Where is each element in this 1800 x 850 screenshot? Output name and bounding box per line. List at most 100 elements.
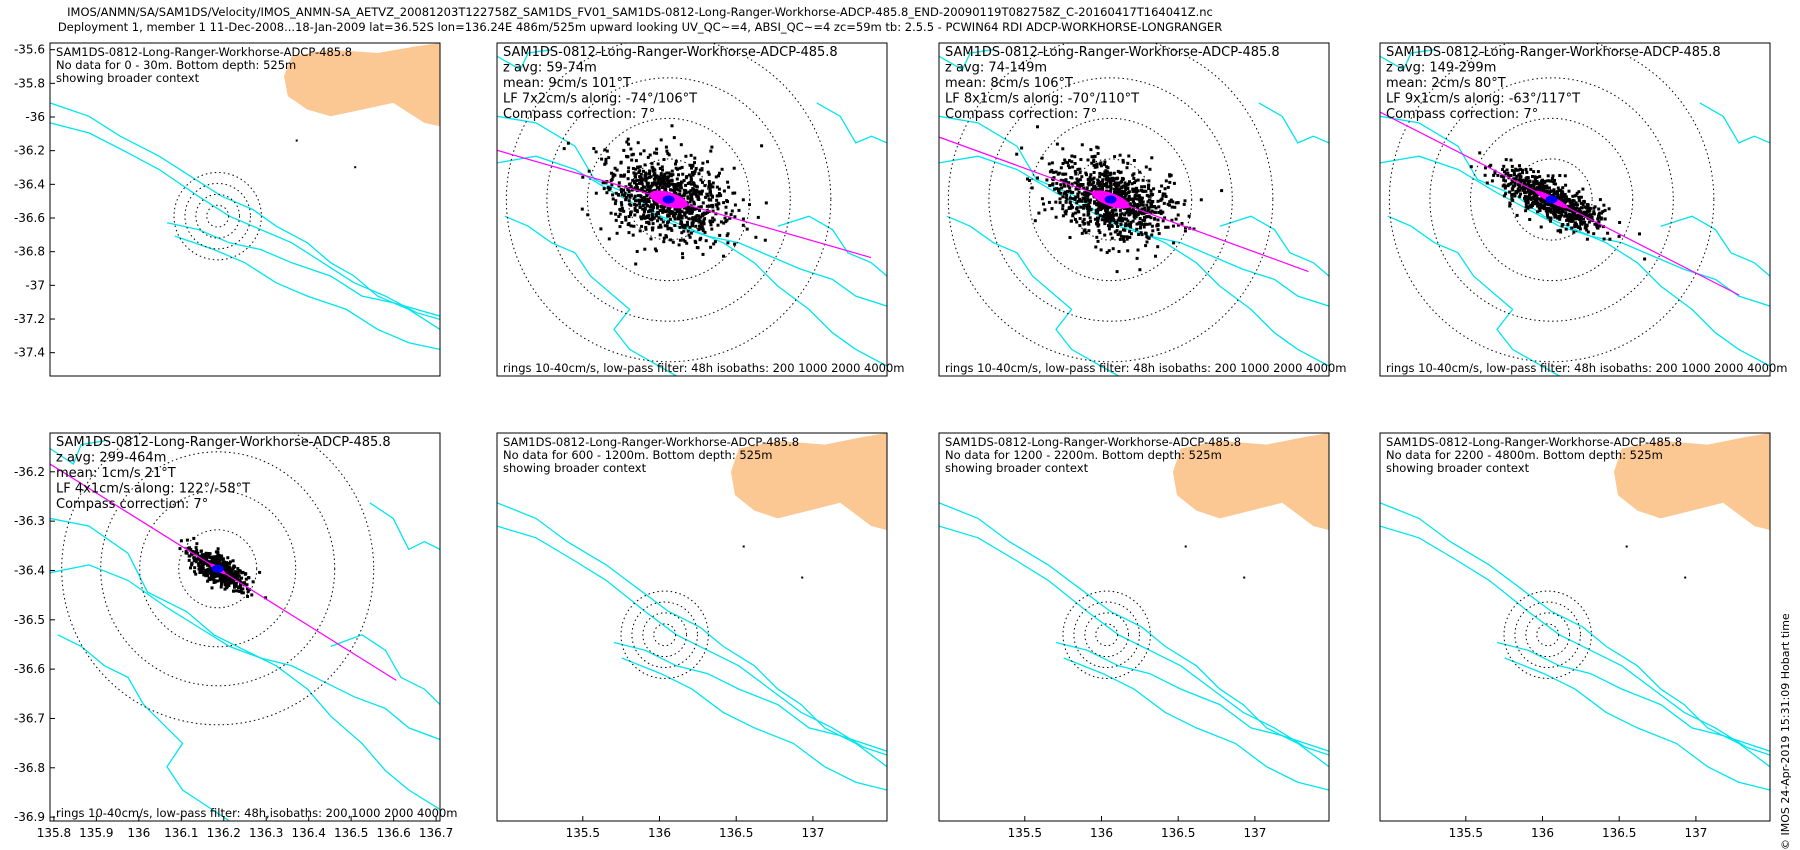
scatter-point	[213, 572, 217, 576]
scatter-point	[1061, 172, 1065, 176]
scatter-point	[251, 580, 255, 584]
scatter-point	[698, 192, 702, 196]
scatter-point	[1585, 203, 1589, 206]
scatter-point	[681, 252, 684, 256]
scatter-point	[1123, 190, 1127, 194]
scatter-point	[652, 216, 656, 220]
scatter-point	[212, 555, 216, 559]
panel-plot-area	[497, 433, 887, 791]
scatter-point	[1542, 188, 1546, 192]
scatter-point	[1099, 205, 1102, 209]
scatter-point	[1154, 206, 1158, 210]
scatter-point	[648, 186, 652, 190]
scatter-point	[627, 215, 631, 218]
scatter-point	[1071, 191, 1075, 194]
scatter-point	[610, 171, 613, 175]
scatter-point	[1133, 197, 1137, 201]
scatter-point	[1096, 146, 1100, 150]
scatter-point	[1043, 208, 1047, 212]
scatter-point	[1578, 199, 1582, 203]
scatter-point	[231, 577, 234, 581]
scatter-point	[1126, 219, 1130, 223]
speed-ring	[206, 204, 230, 228]
scatter-point	[1087, 190, 1091, 194]
scatter-point	[1510, 197, 1514, 201]
scatter-point	[617, 184, 621, 188]
scatter-point	[679, 222, 683, 225]
scatter-point	[1089, 178, 1093, 181]
scatter-point	[1560, 191, 1564, 195]
scatter-point	[235, 589, 239, 593]
scatter-point	[716, 223, 720, 227]
scatter-point	[1523, 191, 1527, 194]
scatter-point	[604, 180, 608, 184]
scatter-point	[1131, 200, 1135, 204]
scatter-point	[226, 556, 230, 560]
scatter-point	[1102, 218, 1106, 222]
scatter-point	[1519, 175, 1523, 179]
scatter-point	[639, 152, 643, 156]
scatter-point	[1123, 217, 1127, 221]
scatter-point	[694, 184, 698, 188]
scatter-point	[1577, 197, 1581, 201]
scatter-point	[683, 226, 687, 230]
scatter-point	[626, 137, 630, 141]
scatter-point	[1168, 203, 1171, 207]
scatter-point	[661, 168, 664, 172]
scatter-point	[629, 194, 633, 198]
scatter-point	[1172, 181, 1176, 185]
scatter-point	[653, 177, 657, 181]
scatter-point	[1501, 174, 1505, 178]
panel-frame	[1379, 42, 1771, 377]
scatter-point	[678, 189, 682, 193]
scatter-point	[682, 229, 686, 233]
scatter-point	[730, 209, 734, 213]
scatter-point	[227, 562, 231, 566]
scatter-point	[727, 185, 731, 189]
x-tick-label: 135.5	[1008, 826, 1042, 840]
scatter-point	[1555, 210, 1559, 214]
scatter-point	[237, 586, 240, 590]
x-tick-label: 136.1	[164, 826, 198, 840]
scatter-point	[697, 217, 701, 221]
scatter-point	[1105, 165, 1109, 169]
scatter-point	[642, 190, 646, 194]
scatter-point	[1098, 171, 1102, 175]
scatter-point	[1095, 235, 1099, 239]
scatter-point	[1078, 224, 1082, 228]
scatter-point	[1089, 189, 1093, 193]
scatter-point	[1135, 222, 1139, 226]
scatter-point	[1571, 194, 1575, 198]
scatter-point	[1143, 215, 1146, 219]
scatter-point	[1587, 206, 1591, 210]
scatter-point	[1123, 181, 1127, 185]
scatter-point	[1539, 225, 1543, 229]
scatter-point	[637, 198, 641, 202]
scatter-point	[620, 221, 624, 224]
scatter-point	[1108, 179, 1112, 183]
scatter-point	[1582, 217, 1585, 221]
scatter-point	[756, 215, 760, 219]
scatter-point	[1086, 210, 1090, 214]
scatter-point	[636, 166, 640, 170]
scatter-point	[230, 574, 234, 578]
scatter-point	[1157, 232, 1161, 236]
scatter-point	[1064, 179, 1068, 183]
scatter-point	[700, 214, 704, 217]
isobath-line	[939, 155, 1329, 307]
scatter-point	[627, 166, 631, 170]
scatter-point	[1504, 172, 1508, 176]
scatter-point	[1576, 225, 1580, 229]
scatter-point	[1062, 181, 1066, 185]
scatter-point	[1559, 230, 1563, 234]
scatter-point	[709, 149, 713, 153]
scatter-point	[613, 173, 617, 177]
scatter-point	[210, 586, 214, 590]
scatter-point	[1525, 170, 1529, 174]
scatter-point	[1501, 168, 1505, 171]
scatter-point	[1141, 218, 1145, 222]
scatter-point	[732, 166, 736, 170]
scatter-point	[657, 216, 661, 220]
isobath-line	[939, 502, 1329, 768]
scatter-point	[1598, 211, 1602, 215]
